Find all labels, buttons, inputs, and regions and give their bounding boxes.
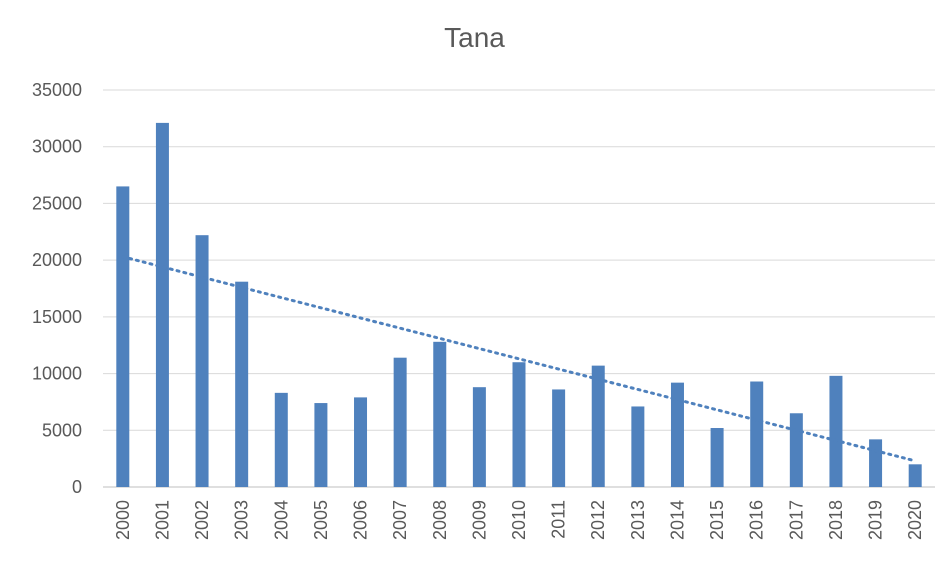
x-tick-label: 2019 <box>866 500 886 540</box>
bar-2020 <box>908 464 922 487</box>
x-tick-label: 2007 <box>390 500 410 540</box>
bar-2008 <box>433 341 447 487</box>
x-tick-label: 2011 <box>549 500 569 539</box>
x-axis-ticks: 2000 2001 2002 2003 2004 2005 2006 2007 2008 2009… <box>113 500 925 540</box>
x-tick-label: 2018 <box>826 500 846 540</box>
y-tick-label: 5000 <box>42 420 82 440</box>
x-tick-label: 2014 <box>667 500 687 540</box>
x-tick-label: 2002 <box>192 500 212 540</box>
y-axis-ticks: 0 5000 10000 15000 20000 25000 30000 35000 <box>32 80 82 497</box>
bar-2018 <box>829 375 843 487</box>
bar-2002 <box>195 235 209 487</box>
x-tick-label: 2016 <box>747 500 767 540</box>
bar-2011 <box>552 389 566 487</box>
x-tick-label: 2003 <box>232 500 252 540</box>
bar-2015 <box>710 428 724 487</box>
x-tick-label: 2009 <box>469 500 489 540</box>
bar-2009 <box>472 387 486 487</box>
bar-2001 <box>155 122 169 487</box>
bar-2017 <box>789 413 803 487</box>
x-tick-label: 2000 <box>113 500 133 540</box>
bar-2007 <box>393 357 407 487</box>
x-tick-label: 2008 <box>430 500 450 540</box>
x-tick-label: 2001 <box>152 500 172 540</box>
y-tick-label: 15000 <box>32 307 82 327</box>
bar-2014 <box>670 382 684 487</box>
x-tick-label: 2012 <box>588 500 608 540</box>
x-tick-label: 2004 <box>271 500 291 540</box>
bar-2012 <box>591 365 605 487</box>
y-tick-label: 30000 <box>32 137 82 157</box>
chart-title: Tana <box>444 22 505 53</box>
y-tick-label: 35000 <box>32 80 82 100</box>
bar-2016 <box>750 381 764 487</box>
bar-2006 <box>354 397 368 487</box>
y-tick-label: 20000 <box>32 250 82 270</box>
y-tick-label: 0 <box>72 477 82 497</box>
x-tick-label: 2005 <box>311 500 331 540</box>
trendline-line <box>121 255 917 463</box>
bar-2019 <box>869 439 883 487</box>
bar-2005 <box>314 403 328 487</box>
x-tick-label: 2015 <box>707 500 727 540</box>
x-tick-label: 2013 <box>628 500 648 540</box>
trendline <box>121 255 917 463</box>
x-tick-label: 2010 <box>509 500 529 540</box>
bar-2004 <box>274 392 288 487</box>
bar-2003 <box>235 281 249 487</box>
x-tick-label: 2006 <box>351 500 371 540</box>
y-tick-label: 25000 <box>32 193 82 213</box>
bars <box>116 122 922 487</box>
x-tick-label: 2017 <box>786 500 806 540</box>
y-tick-label: 10000 <box>32 364 82 384</box>
bar-2013 <box>631 406 645 487</box>
bar-2000 <box>116 186 130 487</box>
bar-2010 <box>512 362 526 487</box>
x-tick-label: 2020 <box>905 500 925 540</box>
